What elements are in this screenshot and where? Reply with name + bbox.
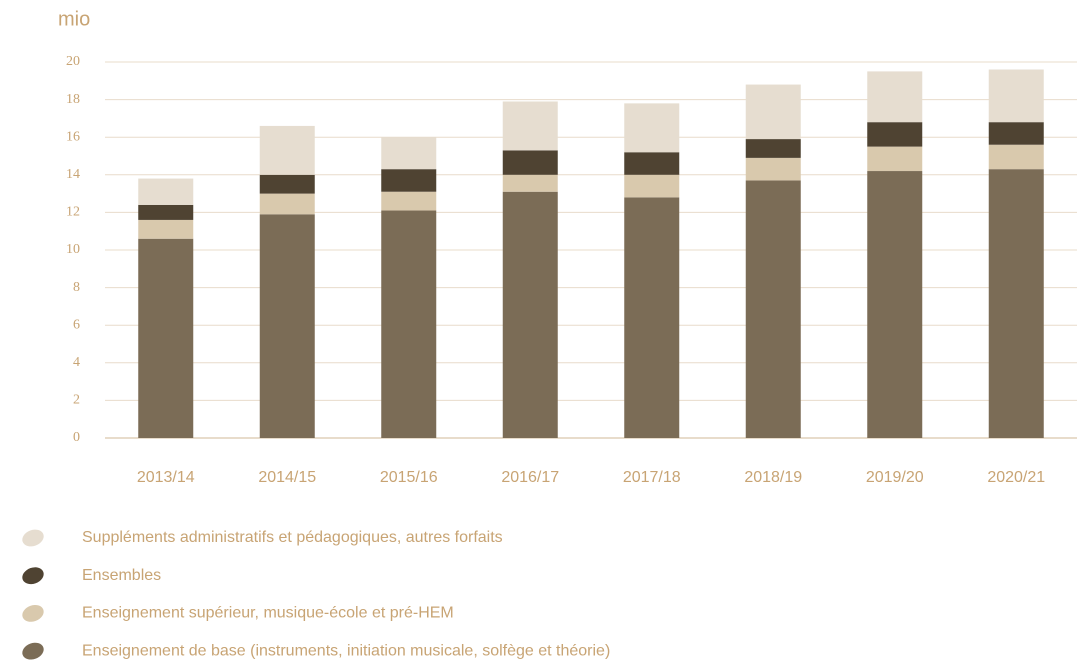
- bar-segment: [260, 175, 315, 194]
- bar-segment: [867, 71, 922, 122]
- bar-segment: [381, 211, 436, 438]
- bar-segment: [746, 180, 801, 438]
- bar-segment: [260, 194, 315, 215]
- y-tick-label: 0: [73, 430, 80, 445]
- bar-segment: [624, 152, 679, 175]
- legend-label: Enseignement supérieur, musique-école et…: [82, 605, 454, 622]
- bar-segment: [867, 122, 922, 146]
- bar-segment: [746, 158, 801, 181]
- bar-segment: [503, 101, 558, 150]
- bar-segment: [989, 169, 1044, 438]
- x-tick-label: 2014/15: [258, 469, 316, 486]
- bar-segment: [138, 179, 193, 205]
- y-tick-label: 4: [73, 355, 80, 370]
- y-tick-label: 16: [66, 129, 80, 144]
- x-tick-label: 2018/19: [744, 469, 802, 486]
- x-tick-label: 2015/16: [380, 469, 438, 486]
- bar-segment: [260, 126, 315, 175]
- y-tick-label: 10: [66, 242, 80, 257]
- y-tick-label: 2: [73, 393, 80, 408]
- bar-segment: [867, 147, 922, 171]
- bar-segment: [138, 239, 193, 438]
- x-tick-label: 2017/18: [623, 469, 681, 486]
- bar-segment: [503, 192, 558, 438]
- bar-segment: [624, 197, 679, 438]
- bar-segment: [624, 175, 679, 198]
- legend-swatch: [20, 640, 46, 663]
- x-tick-label: 2016/17: [501, 469, 559, 486]
- legend-swatch: [20, 564, 46, 587]
- bar-segment: [503, 150, 558, 174]
- y-tick-label: 20: [66, 54, 80, 69]
- bar-segment: [989, 122, 1044, 145]
- bar-segment: [503, 175, 558, 192]
- y-tick-label: 12: [66, 205, 80, 220]
- y-tick-label: 18: [66, 92, 80, 107]
- bar-segment: [746, 85, 801, 140]
- x-tick-label: 2020/21: [987, 469, 1045, 486]
- bar-segment: [989, 145, 1044, 169]
- y-tick-label: 14: [66, 167, 80, 182]
- y-axis-label: mio: [58, 8, 90, 30]
- y-tick-label: 6: [73, 317, 80, 332]
- bar-segment: [381, 137, 436, 169]
- bar-segment: [746, 139, 801, 158]
- bar-segment: [867, 171, 922, 438]
- y-tick-label: 8: [73, 280, 80, 295]
- legend-swatch: [20, 602, 46, 625]
- x-tick-label: 2013/14: [137, 469, 195, 486]
- legend-label: Ensembles: [82, 567, 161, 584]
- legend-label: Suppléments administratifs et pédagogiqu…: [82, 529, 503, 546]
- legend-label: Enseignement de base (instruments, initi…: [82, 642, 610, 659]
- bar-segment: [989, 70, 1044, 123]
- bar-segment: [381, 192, 436, 211]
- chart: mio 0 2 4 6 8 10 12 14 16 18 20 2013/14 2014/15 2015/…: [0, 0, 1077, 665]
- bar-segment: [138, 220, 193, 239]
- bar-segment: [381, 169, 436, 192]
- x-tick-label: 2019/20: [866, 469, 924, 486]
- bar-segment: [624, 103, 679, 152]
- bar-segment: [260, 214, 315, 438]
- legend-swatch: [20, 527, 46, 550]
- bar-segment: [138, 205, 193, 220]
